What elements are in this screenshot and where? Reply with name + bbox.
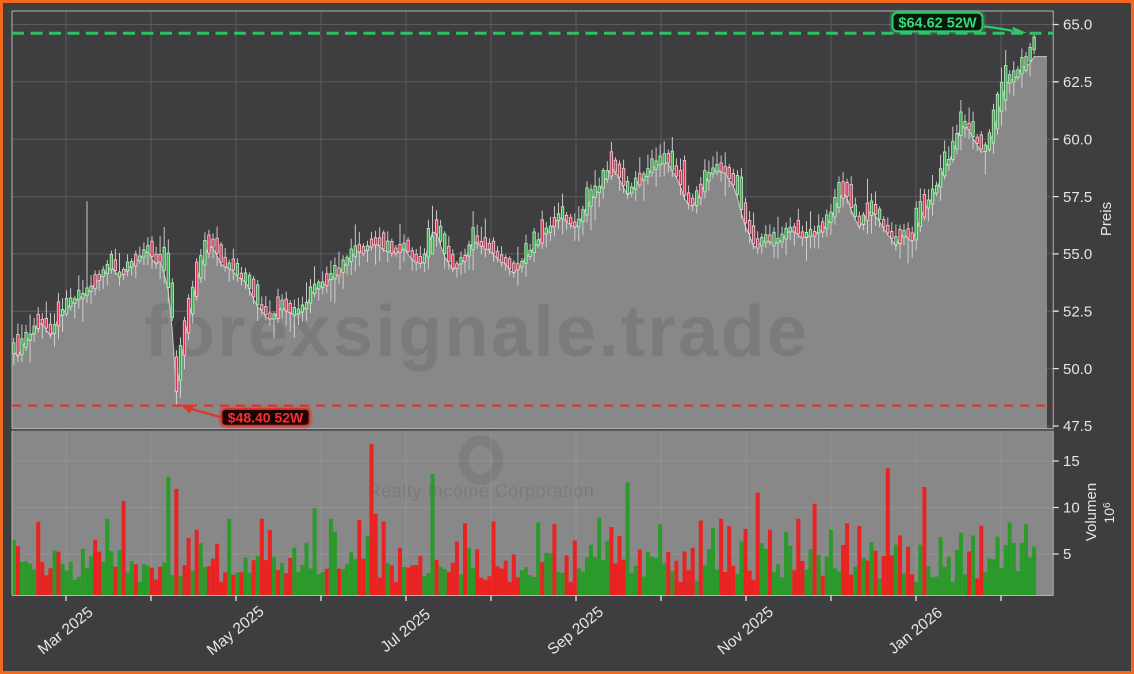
svg-text:62.5: 62.5 xyxy=(1063,74,1092,91)
svg-text:5: 5 xyxy=(1063,546,1071,563)
svg-text:65.0: 65.0 xyxy=(1063,17,1092,34)
svg-text:57.5: 57.5 xyxy=(1063,189,1092,206)
svg-text:$48.40 52W: $48.40 52W xyxy=(228,409,304,425)
svg-text:$64.62 52W: $64.62 52W xyxy=(898,16,977,32)
svg-text:15: 15 xyxy=(1063,453,1080,470)
svg-text:10: 10 xyxy=(1063,500,1080,517)
svg-text:55.0: 55.0 xyxy=(1063,246,1092,263)
svg-text:47.5: 47.5 xyxy=(1063,418,1092,435)
svg-text:50.0: 50.0 xyxy=(1063,361,1092,378)
svg-text:forexsignale.trade: forexsignale.trade xyxy=(144,292,809,372)
svg-text:Preis: Preis xyxy=(1098,202,1115,236)
svg-text:52.5: 52.5 xyxy=(1063,303,1092,320)
svg-text:60.0: 60.0 xyxy=(1063,131,1092,148)
svg-text:Realty Income Corporation: Realty Income Corporation xyxy=(368,481,595,501)
svg-text:Volumen: Volumen xyxy=(1083,483,1100,541)
